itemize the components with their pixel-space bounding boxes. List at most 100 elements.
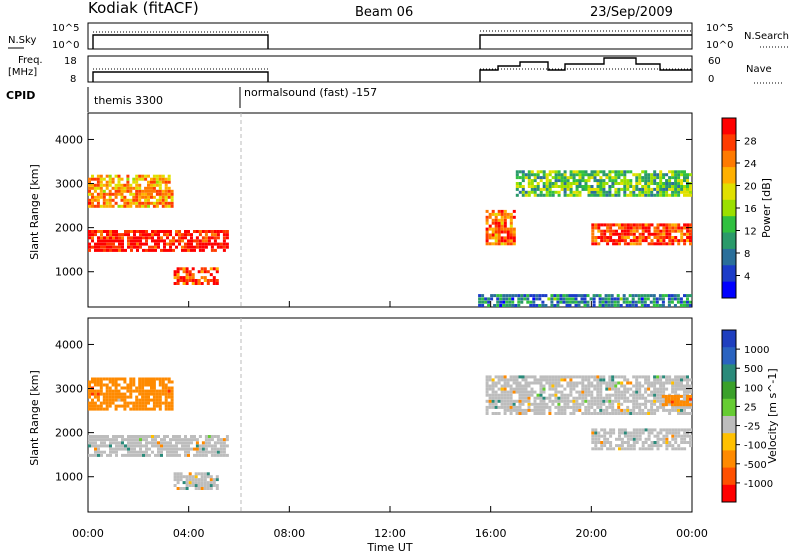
data-cell [650, 193, 654, 197]
data-cell [106, 239, 109, 243]
data-cell [481, 304, 485, 307]
data-cell [158, 180, 162, 184]
data-cell [94, 242, 97, 246]
data-cell [158, 192, 162, 196]
data-cell [677, 187, 681, 191]
data-cell [108, 404, 112, 408]
data-cell [671, 176, 675, 180]
data-cell [173, 282, 177, 285]
data-cell [580, 297, 584, 301]
data-cell [676, 300, 680, 304]
data-cell [139, 242, 142, 246]
data-cell [219, 230, 223, 233]
data-cell [590, 170, 594, 174]
nsky-line-evening [479, 34, 692, 49]
data-cell [641, 232, 645, 236]
data-cell [141, 383, 145, 387]
data-cell [136, 435, 139, 438]
data-cell [586, 300, 590, 304]
data-cell [581, 378, 585, 382]
data-cell [603, 441, 607, 444]
data-cell [210, 245, 214, 249]
data-cell [164, 383, 168, 387]
data-cell [597, 431, 601, 435]
data-cell [683, 304, 686, 307]
data-cell [560, 176, 564, 180]
data-cell [607, 297, 611, 301]
data-cell [611, 381, 615, 385]
data-cell [91, 183, 94, 187]
data-cell [169, 438, 172, 442]
data-cell [584, 408, 588, 412]
date-title: 23/Sep/2009 [590, 5, 673, 20]
data-cell [151, 233, 154, 237]
data-cell [200, 481, 204, 485]
data-cell [129, 377, 133, 381]
data-cell [97, 453, 100, 457]
data-cell [127, 242, 130, 246]
data-cell [606, 431, 610, 435]
data-cell [635, 431, 639, 435]
data-cell [509, 212, 513, 216]
data-cell [164, 407, 168, 411]
data-cell [105, 407, 109, 411]
data-cell [659, 193, 663, 197]
data-cell [129, 380, 133, 384]
data-cell [166, 248, 169, 252]
data-cell [686, 193, 689, 197]
data-cell [111, 383, 115, 387]
data-cell [133, 245, 136, 249]
data-cell [197, 487, 201, 490]
data-cell [533, 402, 537, 406]
data-cell [587, 381, 591, 385]
data-cell [518, 390, 522, 394]
data-cell [683, 408, 686, 412]
data-cell [591, 437, 595, 441]
data-cell [111, 398, 115, 402]
data-cell [201, 450, 205, 454]
data-cell [91, 435, 94, 438]
data-cell [563, 176, 567, 180]
data-cell [170, 407, 174, 411]
data-cell [103, 444, 106, 448]
data-cell [600, 236, 604, 239]
data-cell [641, 179, 645, 183]
data-cell [647, 242, 651, 246]
data-cell [170, 386, 174, 390]
data-cell [653, 441, 657, 444]
data-cell [111, 389, 115, 393]
data-cell [126, 177, 130, 181]
data-cell [191, 273, 195, 277]
data-cell [157, 242, 160, 246]
data-cell [568, 300, 572, 304]
data-cell [557, 190, 561, 194]
data-cell [626, 390, 630, 394]
data-cell [497, 236, 501, 240]
data-cell [548, 396, 552, 400]
data-cell [108, 192, 112, 196]
data-cell [512, 378, 516, 382]
data-cell [105, 401, 109, 405]
data-cell [689, 304, 692, 307]
data-cell [670, 297, 674, 301]
data-cell [600, 229, 604, 233]
data-cell [523, 297, 527, 301]
data-cell [656, 381, 660, 385]
data-cell [170, 189, 174, 193]
data-cell [182, 276, 186, 280]
data-cell [130, 239, 133, 243]
data-cell [108, 180, 112, 184]
data-cell [556, 294, 560, 298]
data-cell [656, 232, 660, 236]
data-cell [593, 387, 597, 391]
colorbar-tick-label: 20 [744, 182, 757, 193]
data-cell [502, 304, 506, 307]
data-cell [491, 393, 495, 397]
data-cell [594, 431, 598, 435]
data-cell [590, 187, 594, 191]
data-cell [659, 396, 663, 400]
data-cell [565, 300, 569, 304]
data-cell [161, 204, 165, 208]
data-cell [632, 412, 636, 415]
data-cell [539, 375, 543, 379]
